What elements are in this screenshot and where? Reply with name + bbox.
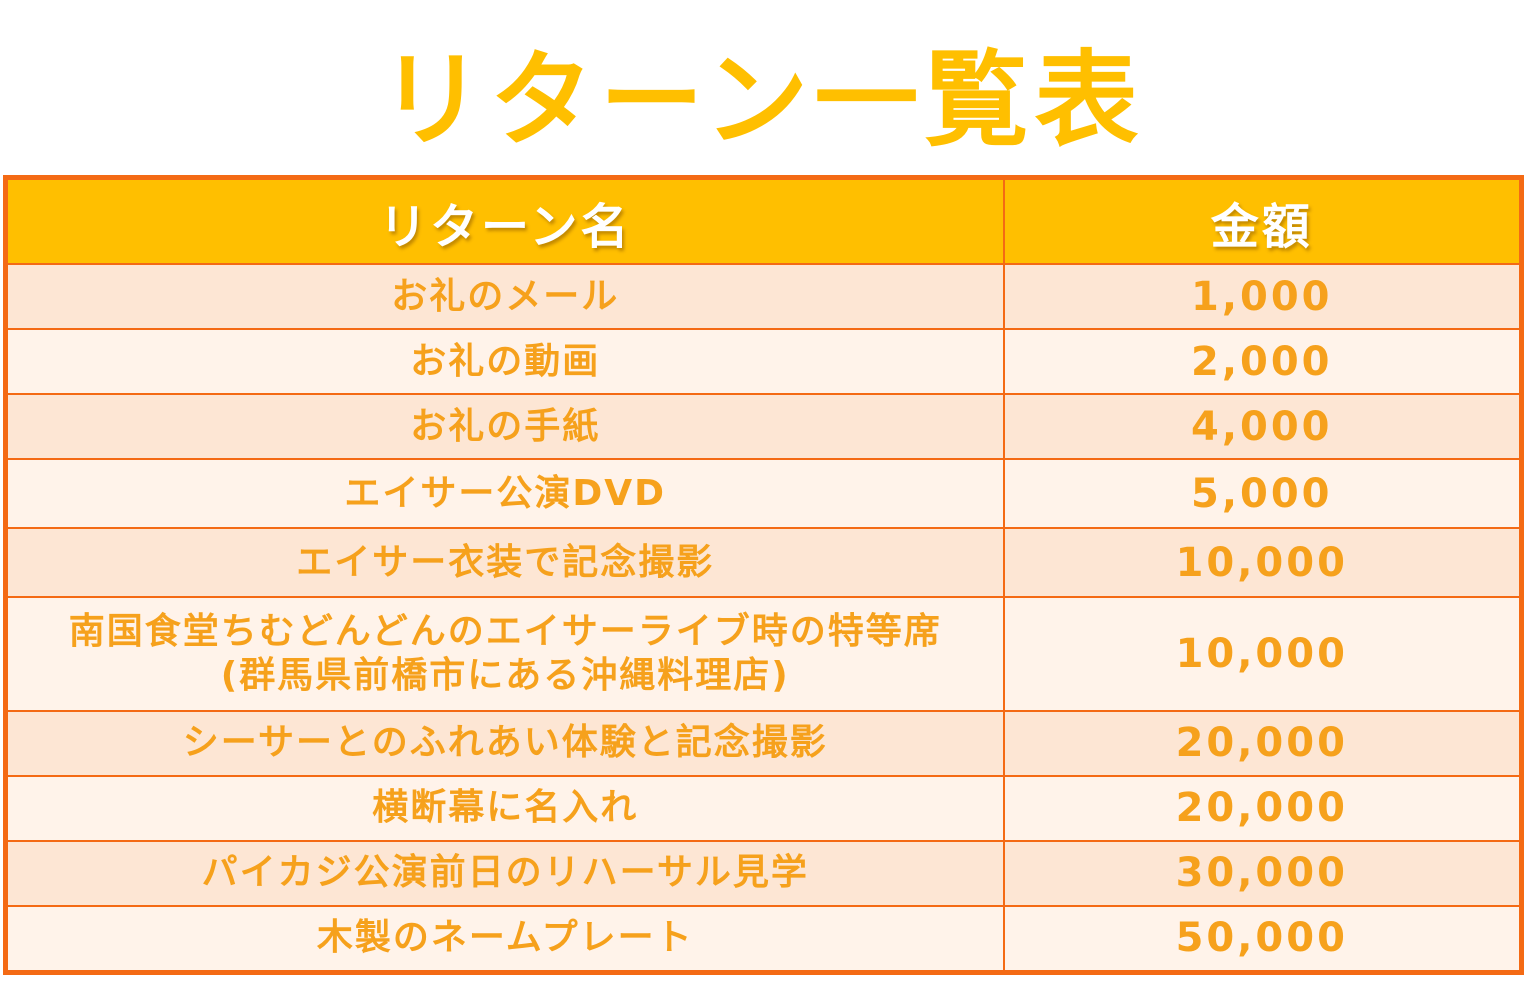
amount-cell: 30,000 [1002,839,1523,907]
return-name-note: (群馬県前橋市にある沖縄料理店) [220,655,790,696]
amount-cell: 20,000 [1002,709,1523,777]
amount-cell: 4,000 [1002,393,1523,460]
return-name-cell: お礼の動画 [4,328,1005,395]
return-name: 南国食堂ちむどんどんのエイサーライブ時の特等席 [68,611,942,652]
table-row: お礼のメール 1,000 [4,263,1523,330]
amount-cell: 10,000 [1002,527,1523,599]
page-title: リターン一覧表 [379,39,1145,161]
table-row: パイカジ公演前日のリハーサル見学 30,000 [4,839,1523,907]
return-name-cell: シーサーとのふれあい体験と記念撮影 [4,709,1005,777]
return-name: お礼の動画 [410,340,601,382]
return-name-cell: エイサー衣装で記念撮影 [4,527,1005,599]
return-name: 横断幕に名入れ [372,787,639,829]
returns-table: リターン名 金額 お礼のメール 1,000 お礼の動画 2,000 お礼の手紙 … [3,175,1524,975]
column-header-amount: 金額 [1002,176,1523,265]
table-row: シーサーとのふれあい体験と記念撮影 20,000 [4,709,1523,777]
table-header-row: リターン名 金額 [4,176,1523,265]
return-name: エイサー衣装で記念撮影 [296,541,715,583]
return-name-cell: パイカジ公演前日のリハーサル見学 [4,839,1005,907]
amount-cell: 50,000 [1002,904,1523,974]
amount-cell: 10,000 [1002,596,1523,712]
return-name-cell: 南国食堂ちむどんどんのエイサーライブ時の特等席 (群馬県前橋市にある沖縄料理店) [4,596,1005,712]
return-name-cell: お礼の手紙 [4,393,1005,460]
table-row: 木製のネームプレート 50,000 [4,904,1523,974]
table-row: エイサー衣装で記念撮影 10,000 [4,527,1523,599]
return-name: お礼の手紙 [410,405,601,447]
amount-cell: 1,000 [1002,263,1523,330]
amount-cell: 2,000 [1002,328,1523,395]
return-name-cell: 木製のネームプレート [4,904,1005,974]
amount-cell: 5,000 [1002,457,1523,530]
return-name: シーサーとのふれあい体験と記念撮影 [182,722,828,764]
table-row: お礼の動画 2,000 [4,328,1523,395]
amount-cell: 20,000 [1002,774,1523,842]
table-row: 横断幕に名入れ 20,000 [4,774,1523,842]
table-row: お礼の手紙 4,000 [4,393,1523,460]
return-name: 木製のネームプレート [316,917,694,959]
table-row: エイサー公演DVD 5,000 [4,457,1523,530]
return-name-cell: エイサー公演DVD [4,457,1005,530]
return-name-cell: お礼のメール [4,263,1005,330]
column-header-return-name: リターン名 [4,176,1005,265]
return-name: パイカジ公演前日のリハーサル見学 [201,852,809,894]
table-row: 南国食堂ちむどんどんのエイサーライブ時の特等席 (群馬県前橋市にある沖縄料理店)… [4,596,1523,712]
return-name: エイサー公演DVD [344,472,667,514]
return-name-cell: 横断幕に名入れ [4,774,1005,842]
return-name: お礼のメール [391,275,620,317]
